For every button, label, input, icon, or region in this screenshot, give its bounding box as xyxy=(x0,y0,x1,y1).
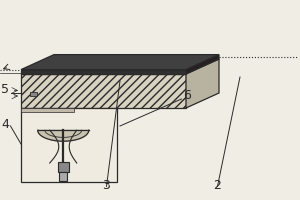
Polygon shape xyxy=(21,55,219,70)
Text: 4: 4 xyxy=(2,118,9,131)
Text: 5: 5 xyxy=(2,83,9,96)
Bar xyxy=(59,172,68,181)
Bar xyxy=(30,92,37,96)
Polygon shape xyxy=(21,59,219,74)
Bar xyxy=(21,108,117,182)
Polygon shape xyxy=(21,74,186,108)
Polygon shape xyxy=(186,59,219,108)
Text: 3: 3 xyxy=(103,179,110,192)
Text: 6: 6 xyxy=(184,89,191,102)
Text: 2: 2 xyxy=(214,179,221,192)
Polygon shape xyxy=(186,55,219,74)
Bar xyxy=(58,162,69,172)
Bar xyxy=(21,108,74,112)
Polygon shape xyxy=(38,130,89,141)
Polygon shape xyxy=(21,70,186,74)
